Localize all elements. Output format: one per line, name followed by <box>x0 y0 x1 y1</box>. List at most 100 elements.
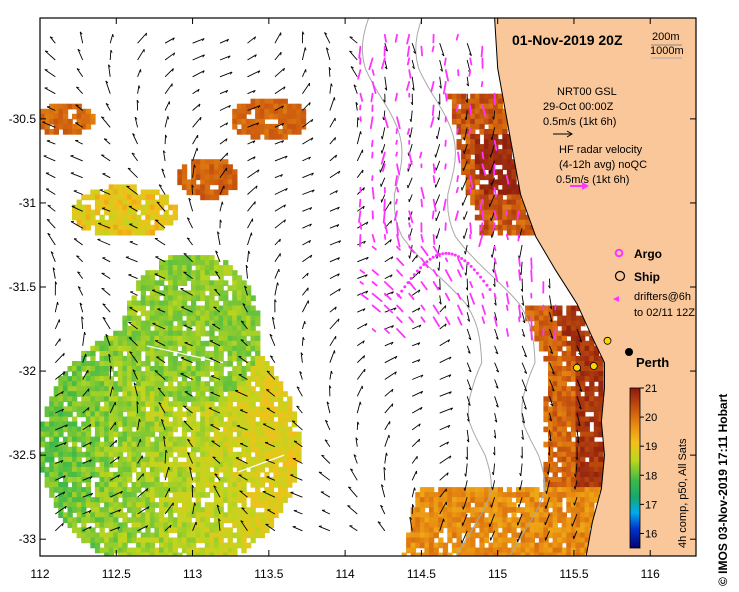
model-vector-head <box>52 267 56 271</box>
sst-cell <box>195 164 201 170</box>
sst-cell <box>117 361 124 367</box>
sst-cell <box>589 396 595 402</box>
model-vector <box>383 110 386 121</box>
model-vector-head <box>391 389 394 393</box>
sst-cell <box>241 517 247 523</box>
sst-cell <box>209 265 215 271</box>
sst-cell <box>246 300 252 307</box>
sst-cell <box>117 204 124 211</box>
sst-cell <box>72 396 78 402</box>
sst-cell <box>195 406 201 413</box>
sst-cell <box>186 179 192 186</box>
sst-cell <box>168 421 174 428</box>
sst-cell <box>90 355 96 362</box>
sst-cell <box>213 487 220 493</box>
sst-cell <box>282 426 288 433</box>
sst-cell <box>200 275 206 281</box>
sst-cell <box>62 108 69 115</box>
model-vector <box>274 282 278 296</box>
sst-cell <box>259 371 265 377</box>
sst-cell <box>493 199 499 206</box>
sst-cell <box>127 411 133 418</box>
model-vector-head <box>172 68 174 72</box>
sst-cell <box>159 436 165 443</box>
sst-cell <box>200 285 206 291</box>
model-vector <box>46 218 56 229</box>
sst-cell <box>438 492 444 498</box>
sst-cell <box>67 421 73 428</box>
sst-cell <box>81 123 87 130</box>
sst-cell <box>493 547 499 554</box>
model-vector-head <box>117 474 120 478</box>
sst-cell <box>200 492 206 498</box>
model-vector <box>127 167 138 179</box>
sst-cell <box>136 320 142 327</box>
sst-cell <box>433 532 439 539</box>
sst-cell <box>548 315 554 322</box>
sst-cell <box>122 487 128 493</box>
sst-cell <box>53 108 59 115</box>
sst-cell <box>213 386 220 392</box>
sst-cell <box>255 471 261 478</box>
sst-cell <box>131 330 137 337</box>
sst-cell <box>538 512 545 518</box>
model-vector-head <box>183 405 187 408</box>
sst-cell <box>406 542 412 549</box>
model-vector-head <box>353 454 357 457</box>
sst-cell <box>159 280 165 286</box>
sst-cell <box>149 396 156 402</box>
sst-cell <box>433 517 439 523</box>
sst-cell <box>145 366 151 372</box>
sst-cell <box>287 466 293 473</box>
sst-cell <box>131 517 137 523</box>
sst-cell <box>291 113 297 120</box>
sst-fronts <box>40 135 87 170</box>
sst-cell <box>241 280 247 286</box>
sst-cell <box>488 118 494 125</box>
sst-cell <box>232 108 238 115</box>
sst-cell <box>584 507 590 513</box>
sst-cell <box>159 487 165 493</box>
sst-cell <box>465 547 471 554</box>
sst-cell <box>493 527 499 534</box>
sst-cell <box>181 300 188 307</box>
sst-cell <box>479 532 485 539</box>
sst-cell <box>598 482 604 488</box>
model-vector-head <box>349 50 353 53</box>
sst-cell <box>163 466 169 473</box>
sst-cell <box>538 325 545 332</box>
sst-cell <box>200 471 206 478</box>
sst-cell <box>227 436 233 443</box>
sst-cell <box>236 275 243 281</box>
sst-cell <box>181 487 188 493</box>
sst-cell <box>259 391 265 397</box>
sst-cell <box>410 517 416 523</box>
sst-cell <box>58 461 64 468</box>
sst-cell <box>90 189 96 196</box>
model-vector-head <box>335 154 338 158</box>
model-vector-head <box>138 418 141 422</box>
sst-cell <box>136 381 142 387</box>
model-vector-head <box>311 137 314 141</box>
sst-cell <box>552 537 558 544</box>
isobath-line <box>361 18 492 556</box>
sst-cell <box>140 396 146 402</box>
model-vector-head <box>449 455 452 459</box>
sst-cell <box>580 517 586 523</box>
sst-cell <box>470 159 476 165</box>
model-vector-head <box>88 510 92 514</box>
sst-cell <box>163 406 169 413</box>
sst-cell <box>209 482 215 488</box>
sst-cell <box>168 350 174 357</box>
sst-cell <box>191 492 197 498</box>
model-vector <box>439 305 447 313</box>
sst-cell <box>186 456 192 463</box>
sst-cell <box>584 421 590 428</box>
model-vector-head <box>363 240 366 244</box>
sst-cell <box>191 502 197 508</box>
sst-cell <box>145 426 151 433</box>
model-vector <box>302 189 315 195</box>
sst-cell <box>136 512 142 518</box>
sst-cell <box>177 295 183 302</box>
sst-cell <box>250 431 256 438</box>
